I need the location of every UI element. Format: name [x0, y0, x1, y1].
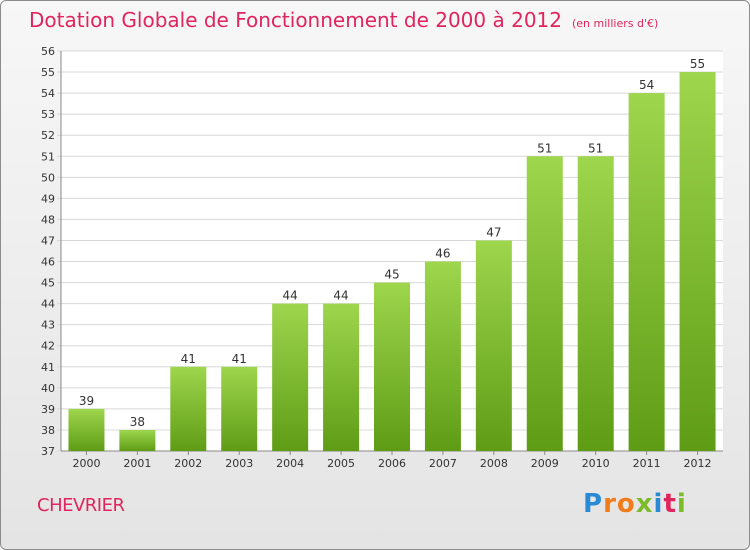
- data-label: 45: [384, 268, 399, 282]
- y-tick-label: 49: [41, 192, 55, 205]
- bar: [272, 303, 309, 451]
- data-label: 44: [283, 289, 298, 303]
- unit-text: (en milliers d'€): [572, 17, 659, 30]
- data-label: 51: [537, 141, 552, 155]
- chart-title: Dotation Globale de Fonctionnement de 20…: [29, 8, 658, 32]
- bar: [526, 156, 563, 451]
- y-tick-label: 39: [41, 403, 55, 416]
- x-tick-label: 2006: [378, 457, 406, 470]
- bar: [628, 93, 665, 452]
- y-tick-label: 41: [41, 361, 55, 374]
- bar: [170, 366, 207, 451]
- bar: [119, 429, 156, 451]
- data-label: 39: [79, 394, 94, 408]
- y-tick-label: 46: [41, 256, 55, 269]
- data-label: 41: [181, 352, 196, 366]
- y-tick-label: 42: [41, 340, 55, 353]
- data-label: 44: [333, 289, 348, 303]
- y-tick-label: 47: [41, 234, 55, 247]
- logo-letter: i: [653, 489, 664, 519]
- y-tick-label: 50: [41, 171, 55, 184]
- bar: [221, 366, 258, 451]
- y-tick-label: 56: [41, 45, 55, 58]
- bar: [323, 303, 360, 451]
- data-label: 47: [486, 225, 501, 239]
- data-label: 51: [588, 141, 603, 155]
- x-tick-label: 2004: [276, 457, 304, 470]
- logo-letter: t: [663, 489, 677, 519]
- x-tick-label: 2008: [480, 457, 508, 470]
- y-tick-label: 45: [41, 277, 55, 290]
- data-label: 38: [130, 415, 145, 429]
- logo-letter: o: [616, 489, 636, 519]
- logo-letter: x: [635, 489, 654, 519]
- y-tick-label: 44: [41, 298, 55, 311]
- x-tick-label: 2009: [531, 457, 559, 470]
- bar: [679, 72, 716, 451]
- data-label: 46: [435, 247, 450, 261]
- y-tick-label: 52: [41, 129, 55, 142]
- x-tick-label: 2012: [684, 457, 712, 470]
- x-tick-label: 2003: [225, 457, 253, 470]
- y-tick-label: 38: [41, 424, 55, 437]
- bar: [374, 282, 410, 451]
- y-tick-label: 48: [41, 213, 55, 226]
- bar: [424, 261, 461, 451]
- logo-letter: r: [603, 489, 617, 519]
- logo-letter: P: [583, 489, 604, 519]
- logo-letter: i: [676, 489, 687, 519]
- data-label: 55: [690, 57, 705, 71]
- town-name: CHEVRIER: [37, 495, 125, 516]
- data-label: 54: [639, 78, 654, 92]
- x-tick-label: 2000: [72, 457, 100, 470]
- y-tick-label: 40: [41, 382, 55, 395]
- proxiti-logo: Proxiti: [583, 489, 687, 519]
- y-tick-label: 51: [41, 150, 55, 163]
- y-tick-label: 54: [41, 87, 55, 100]
- x-tick-label: 2011: [633, 457, 661, 470]
- y-tick-label: 55: [41, 66, 55, 79]
- bar: [577, 156, 614, 451]
- bar: [68, 408, 105, 451]
- title-text: Dotation Globale de Fonctionnement de 20…: [29, 8, 562, 32]
- x-tick-label: 2007: [429, 457, 457, 470]
- x-tick-label: 2005: [327, 457, 355, 470]
- data-label: 41: [232, 352, 247, 366]
- bar: [475, 240, 512, 451]
- x-tick-label: 2002: [174, 457, 202, 470]
- y-tick-label: 43: [41, 319, 55, 332]
- x-tick-label: 2010: [582, 457, 610, 470]
- y-tick-label: 53: [41, 108, 55, 121]
- x-tick-label: 2001: [123, 457, 151, 470]
- y-tick-label: 37: [41, 445, 55, 458]
